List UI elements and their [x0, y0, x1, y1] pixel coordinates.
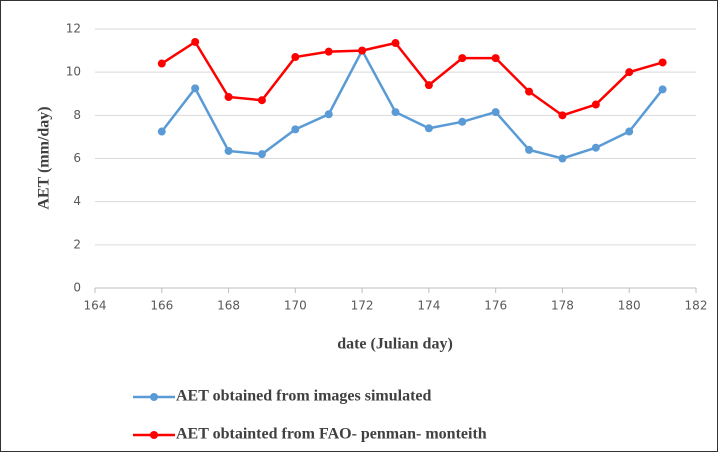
y-tick-label: 4	[73, 194, 81, 208]
x-tick-label: 172	[351, 299, 374, 313]
data-point	[257, 96, 266, 105]
x-tick-label: 178	[551, 299, 574, 313]
y-tick-label: 6	[73, 151, 81, 165]
x-tick-label: 176	[484, 299, 507, 313]
y-tick-label: 10	[66, 65, 81, 79]
data-point	[591, 100, 600, 109]
x-tick-label: 164	[84, 299, 107, 313]
data-point	[424, 81, 433, 90]
data-point	[391, 39, 400, 48]
legend-label: AET obtained from images simulated	[176, 388, 432, 405]
data-point	[591, 143, 600, 152]
y-tick-label: 12	[66, 22, 81, 36]
data-point	[491, 108, 500, 117]
x-axis-label: date (Julian day)	[337, 336, 453, 353]
data-point	[424, 124, 433, 133]
legend-marker	[150, 393, 158, 401]
data-point	[291, 53, 300, 62]
legend-marker	[150, 431, 158, 439]
data-point	[157, 59, 166, 68]
data-point	[224, 146, 233, 155]
series-line	[161, 40, 663, 117]
data-point	[358, 46, 367, 55]
x-tick-label: 166	[150, 299, 173, 313]
data-point	[391, 108, 400, 117]
x-tick-label: 180	[618, 299, 641, 313]
data-point	[658, 85, 667, 94]
data-point	[458, 117, 467, 126]
data-point	[324, 110, 333, 119]
data-point	[558, 154, 567, 163]
data-point	[191, 37, 200, 46]
data-point	[157, 127, 166, 136]
data-point	[625, 127, 634, 136]
legend-label: AET obtainted from FAO- penman- monteith	[176, 426, 487, 443]
y-axis-label: AET (mm/day)	[36, 106, 53, 209]
x-tick-label: 168	[217, 299, 240, 313]
y-tick-label: 8	[73, 108, 81, 122]
data-point	[224, 92, 233, 101]
data-point	[558, 111, 567, 120]
x-tick-label: 182	[685, 299, 708, 313]
data-point	[525, 145, 534, 154]
y-tick-label: 2	[73, 237, 81, 251]
data-point	[257, 150, 266, 159]
series-line	[160, 47, 664, 160]
data-point	[191, 84, 200, 93]
data-point	[525, 87, 534, 96]
x-tick-label: 170	[284, 299, 307, 313]
data-point	[324, 47, 333, 56]
data-point	[658, 58, 667, 67]
y-tick-label: 0	[73, 281, 81, 295]
data-point	[625, 68, 634, 77]
data-point	[291, 125, 300, 134]
data-point	[458, 54, 467, 63]
data-point	[491, 54, 500, 63]
x-tick-label: 174	[417, 299, 440, 313]
